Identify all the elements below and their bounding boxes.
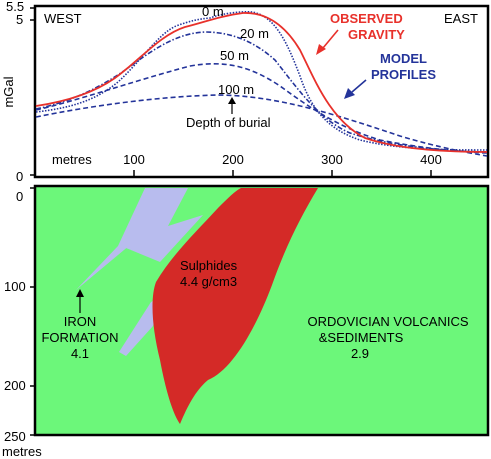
y-tick-label-5: 5 [16, 12, 23, 27]
iron-formation-lower [119, 296, 162, 356]
depth-tick-label-200: 200 [4, 378, 26, 393]
iron-formation-upper [76, 188, 203, 290]
observed-label-line1: OBSERVED [330, 11, 403, 26]
sulphides-label-line2: 4.4 g/cm3 [180, 274, 237, 289]
x-tick-label-100: 100 [123, 152, 145, 167]
volcanics-label-line2: &SEDIMENTS [319, 330, 404, 345]
depth-label-100m: 100 m [218, 82, 254, 97]
sulphides-body [152, 188, 318, 424]
depth-tick-label-250: 250 [4, 429, 26, 444]
model-profile-100m [35, 94, 488, 157]
geological-section-panel: 0 100 200 250 metres Sulphides 4.4 g/cm3… [2, 184, 490, 459]
depth-arrow-head [228, 97, 236, 104]
depth-tick-label-0: 0 [16, 189, 23, 204]
observed-gravity-curve [35, 12, 488, 153]
y-axis-label: mGal [1, 76, 16, 107]
depth-label-0m: 0 m [202, 4, 224, 19]
depth-unit-label: metres [2, 444, 42, 459]
gravity-profile-panel: 5.5 5 0 mGal metres 100 200 300 400 WEST… [1, 0, 490, 184]
model-profile-0m [35, 11, 488, 151]
depth-label-20m: 20 m [240, 26, 269, 41]
model-profile-50m [35, 63, 488, 154]
y-tick-label-5-5: 5.5 [6, 0, 24, 14]
x-tick-label-300: 300 [321, 152, 343, 167]
volcanics-label-line1: ORDOVICIAN VOLCANICS [307, 314, 468, 329]
x-unit-label: metres [52, 152, 92, 167]
observed-arrow-head [316, 44, 326, 55]
iron-arrow-head [76, 289, 84, 297]
model-label-line2: PROFILES [371, 67, 436, 82]
model-label-line1: MODEL [380, 51, 427, 66]
east-label: EAST [444, 11, 478, 26]
iron-label-line2: FORMATION [41, 330, 118, 345]
observed-label-line2: GRAVITY [348, 27, 405, 42]
observed-arrow-shaft [322, 29, 339, 49]
model-profile-20m [35, 31, 488, 153]
depth-tick-label-100: 100 [4, 279, 26, 294]
west-label: WEST [44, 11, 82, 26]
depth-label-50m: 50 m [220, 48, 249, 63]
depth-of-burial-label: Depth of burial [186, 115, 271, 130]
x-tick-label-200: 200 [222, 152, 244, 167]
model-arrow-head [344, 88, 355, 99]
model-arrow-shaft [351, 79, 367, 93]
sulphides-label-line1: Sulphides [180, 258, 238, 273]
x-tick-label-400: 400 [420, 152, 442, 167]
y-tick-label-0: 0 [16, 169, 23, 184]
volcanics-label-line3: 2.9 [351, 346, 369, 361]
iron-label-line1: IRON [64, 314, 97, 329]
iron-label-line3: 4.1 [71, 346, 89, 361]
